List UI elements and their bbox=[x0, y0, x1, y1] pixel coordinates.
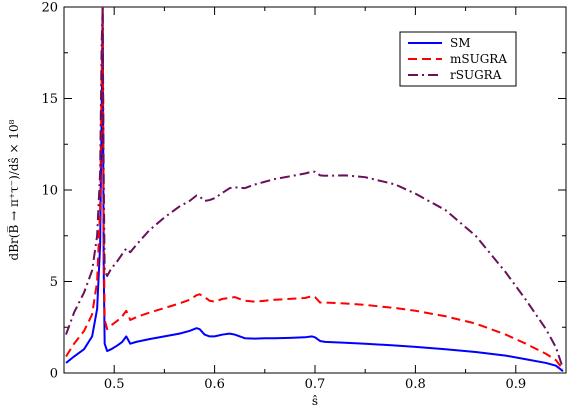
y-axis: 0 5 10 15 20 bbox=[41, 1, 566, 382]
x-tick-label: 0.8 bbox=[405, 377, 426, 392]
legend: SM mSUGRA rSUGRA bbox=[399, 31, 517, 87]
x-tick-label: 0.5 bbox=[104, 377, 125, 392]
x-tick-label: 0.9 bbox=[505, 377, 526, 392]
series-lines bbox=[65, 7, 564, 372]
series-line-sm bbox=[65, 7, 564, 372]
legend-label-sm: SM bbox=[450, 36, 471, 50]
x-tick-label: 0.6 bbox=[204, 377, 225, 392]
x-axis-label: ŝ bbox=[312, 394, 318, 408]
y-tick-label: 5 bbox=[50, 275, 58, 290]
y-tick-label: 0 bbox=[50, 367, 58, 382]
legend-label-rsugra: rSUGRA bbox=[450, 68, 502, 82]
series-line-rsugra bbox=[65, 7, 564, 369]
legend-label-msugra: mSUGRA bbox=[450, 52, 507, 66]
y-tick-label: 20 bbox=[41, 1, 58, 16]
y-tick-label: 15 bbox=[41, 92, 58, 107]
legend-box bbox=[399, 31, 517, 87]
x-tick-label: 0.7 bbox=[305, 377, 326, 392]
y-tick-label: 10 bbox=[41, 184, 58, 199]
x-axis: 0.5 0.6 0.7 0.8 0.9 bbox=[63, 7, 567, 392]
y-axis-label: dBr(B̅ → π⁺τ⁻)/dŝ × 10⁸ bbox=[6, 119, 21, 260]
